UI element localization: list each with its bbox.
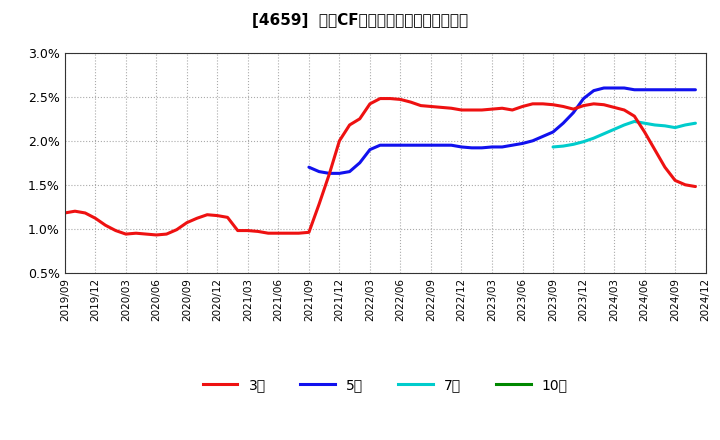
Legend: 3年, 5年, 7年, 10年: 3年, 5年, 7年, 10年 bbox=[197, 373, 573, 398]
Text: [4659]  営業CFマージンの標準偏差の推移: [4659] 営業CFマージンの標準偏差の推移 bbox=[252, 13, 468, 28]
